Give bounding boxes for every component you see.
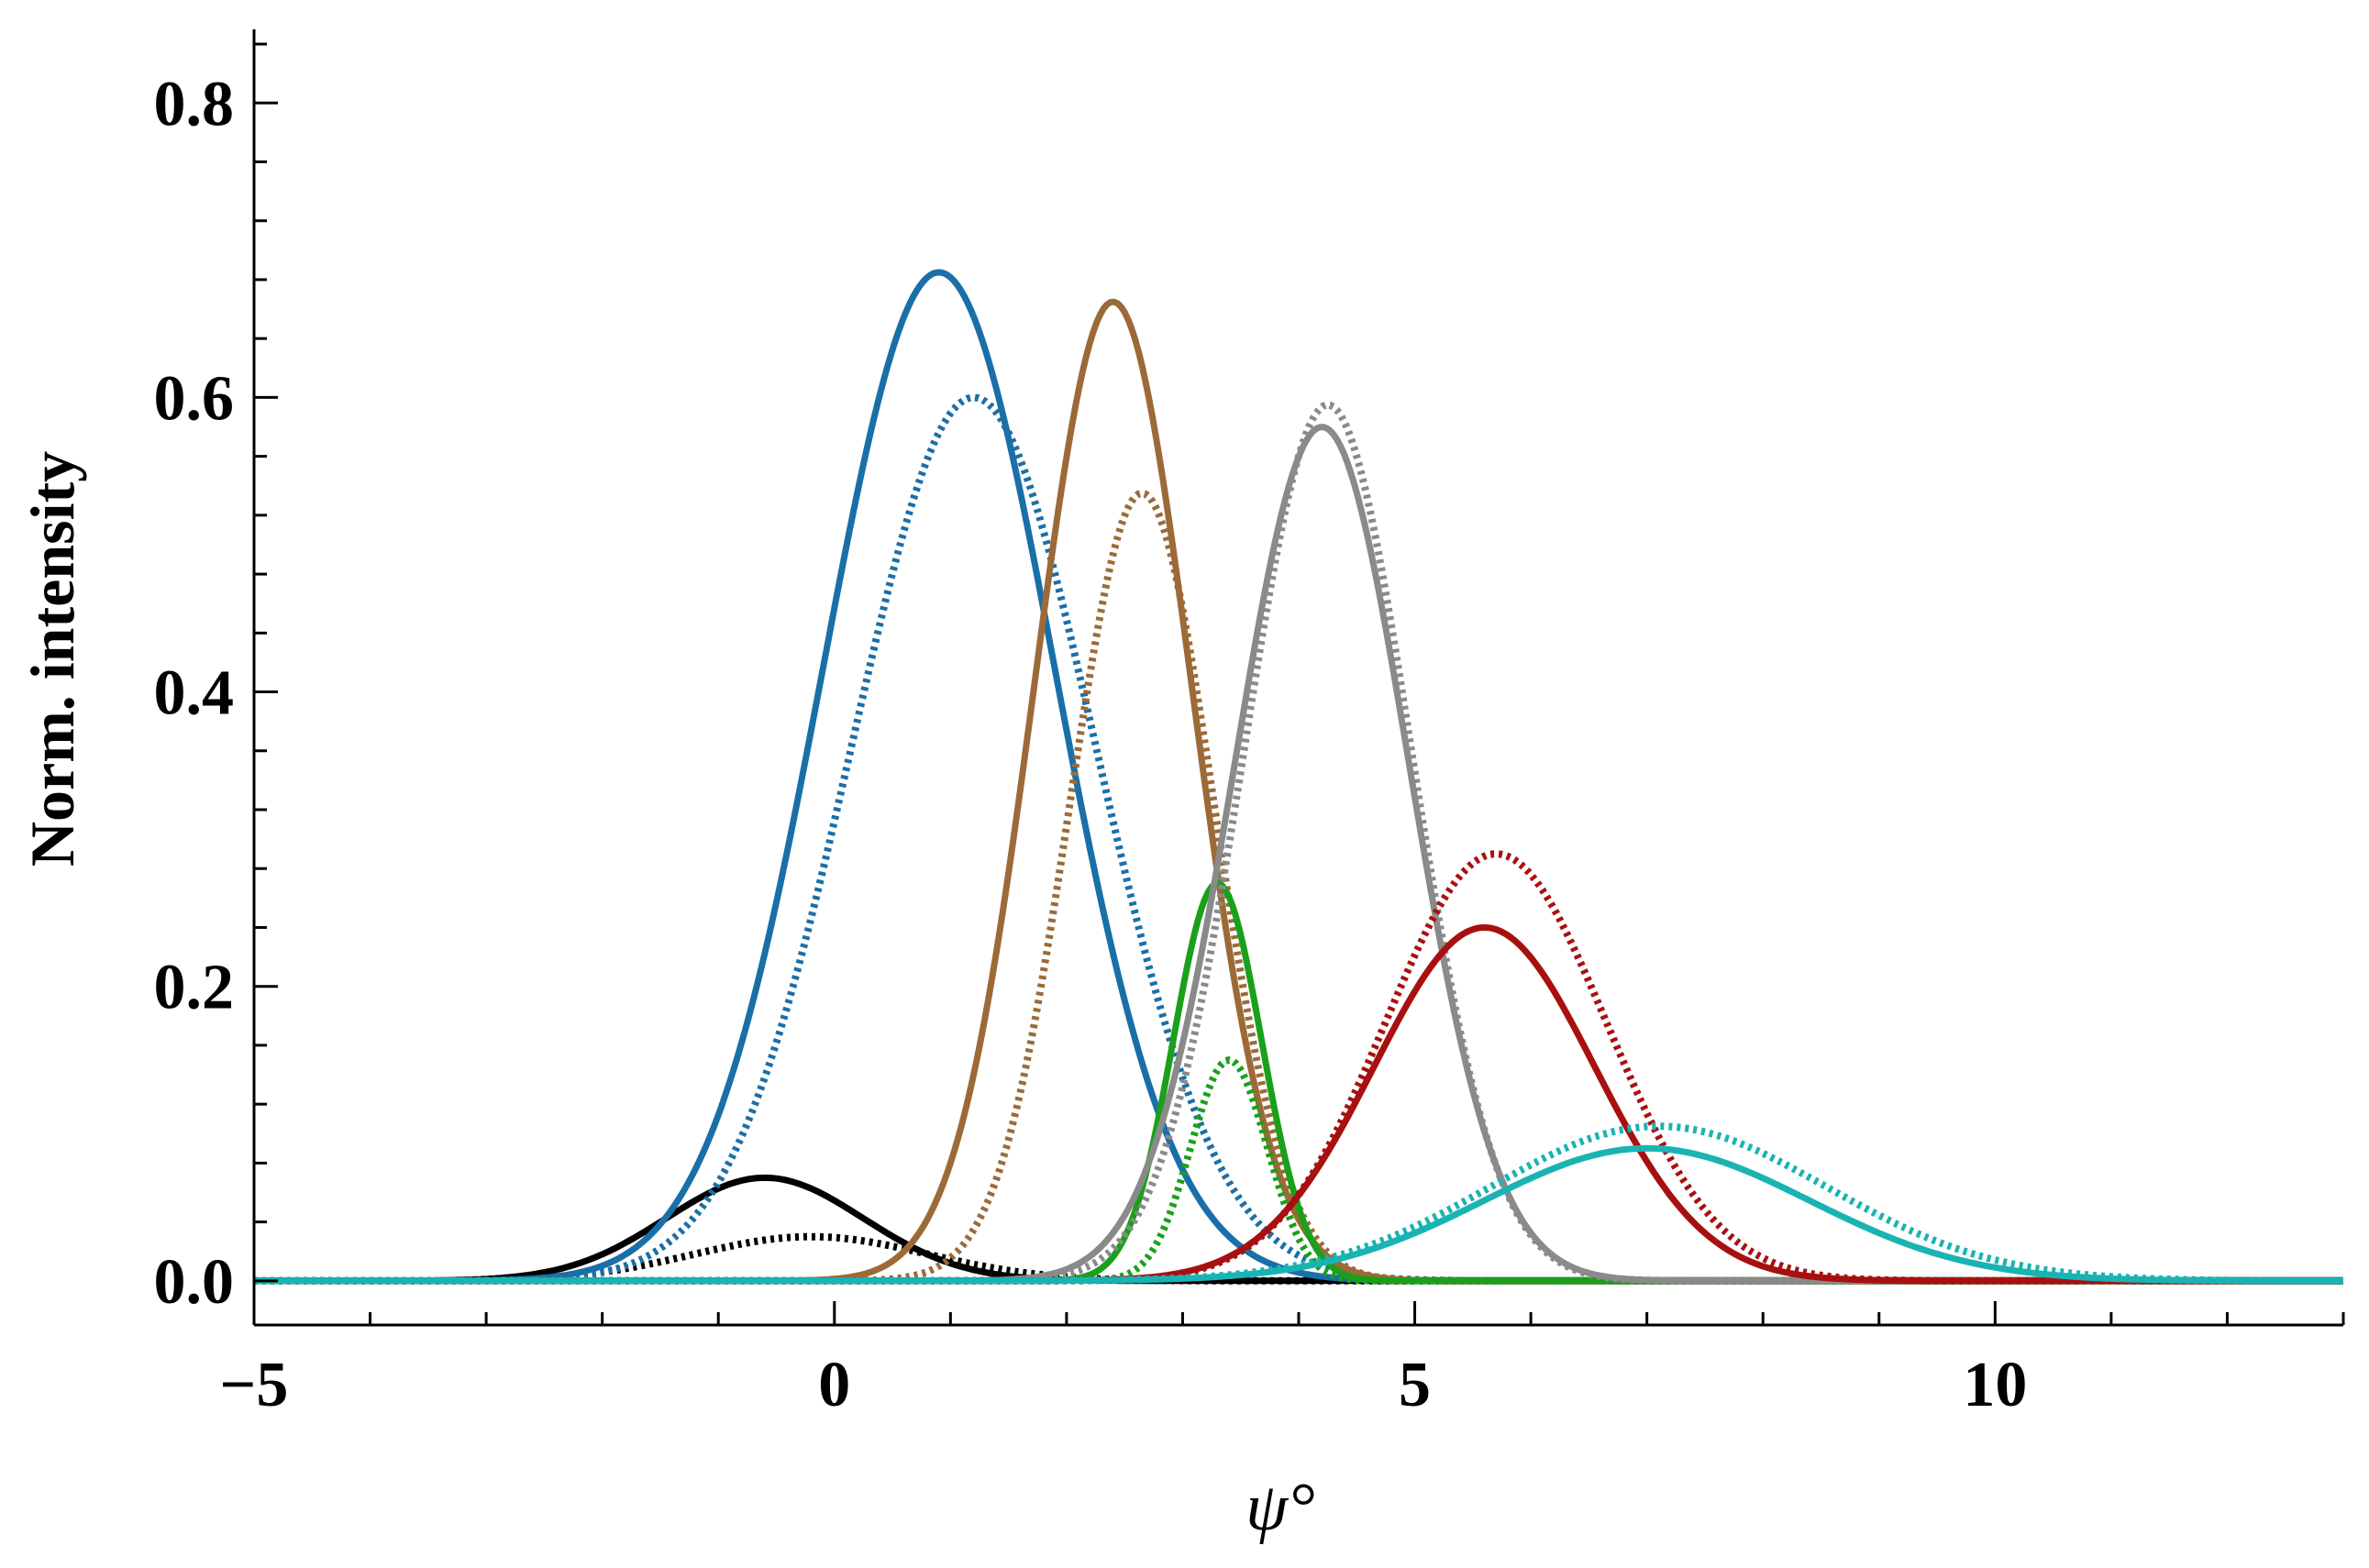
y-tick-label: 0.4 — [154, 658, 235, 729]
series-line-10-solid — [254, 924, 2343, 1285]
series-layer — [254, 269, 2343, 1285]
y-tick-label: 0.8 — [154, 69, 235, 139]
series-line-2-solid — [254, 269, 2343, 1285]
y-tick-label: 0.0 — [154, 1247, 235, 1318]
x-tick-label: 5 — [1399, 1350, 1431, 1420]
series-line-7-dotted — [254, 1056, 2343, 1285]
x-axis-label: ψ° — [1245, 1470, 1315, 1545]
y-tick-label: 0.6 — [154, 363, 235, 434]
x-tick-label: −5 — [220, 1350, 289, 1420]
x-tick-label: 0 — [818, 1350, 850, 1420]
series-line-9-dotted — [254, 401, 2343, 1285]
x-tick-label: 10 — [1963, 1350, 2027, 1420]
series-line-8-solid — [254, 424, 2343, 1285]
labels-layer: Norm. intensity ψ° — [17, 451, 1315, 1545]
series-line-3-dotted — [254, 393, 2343, 1285]
series-line-13-dotted — [254, 1122, 2343, 1285]
y-axis-label: Norm. intensity — [17, 451, 87, 867]
series-line-5-dotted — [254, 489, 2343, 1285]
axes-layer: −5 0 5 10 0.0 0.2 0.4 0.6 0.8 — [154, 29, 2345, 1420]
y-tick-label: 0.2 — [154, 953, 235, 1023]
